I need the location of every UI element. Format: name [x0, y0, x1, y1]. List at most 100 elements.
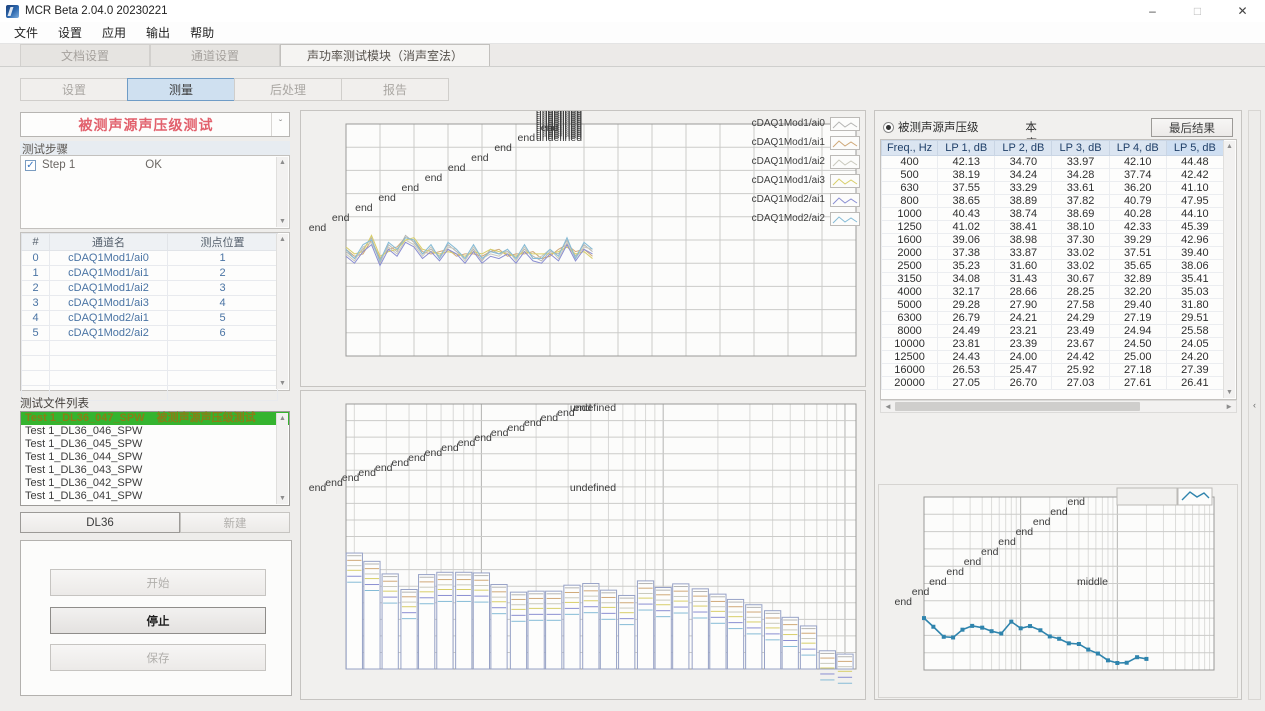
- device-button[interactable]: DL36: [20, 512, 180, 533]
- freq-col-header[interactable]: LP 4, dB: [1108, 140, 1167, 156]
- freq-row[interactable]: 1000 40.43 38.74 38.69 40.28 44.10: [880, 207, 1225, 221]
- menu-item-文件[interactable]: 文件: [14, 26, 39, 40]
- channel-col-header[interactable]: #: [21, 233, 50, 251]
- svg-text:end: end: [325, 477, 343, 489]
- freq-col-header[interactable]: LP 1, dB: [937, 140, 996, 156]
- menu-item-设置[interactable]: 设置: [58, 26, 83, 40]
- scroll-down-icon[interactable]: ▼: [279, 380, 286, 387]
- freq-row[interactable]: 1600 39.06 38.98 37.30 39.29 42.96: [880, 233, 1225, 247]
- main-tab-2[interactable]: 声功率测试模块（消声室法）: [280, 44, 491, 66]
- svg-text:end: end: [342, 472, 360, 484]
- channel-col-header[interactable]: 通道名: [49, 233, 168, 251]
- channel-table-scrollbar[interactable]: ▲ ▼: [276, 234, 288, 389]
- svg-text:end: end: [557, 407, 575, 419]
- freq-row[interactable]: 10000 23.81 23.39 23.67 24.50 24.05: [880, 337, 1225, 351]
- freq-row[interactable]: 500 38.19 34.24 34.28 37.74 42.42: [880, 168, 1225, 182]
- test-file-list[interactable]: Test 1_DL36_047_SPW 被测声源声压级测试 Test 1_DL36_…: [20, 411, 290, 506]
- freq-row[interactable]: 800 38.65 38.89 37.82 40.79 47.95: [880, 194, 1225, 208]
- freq-row[interactable]: 5000 29.28 27.90 27.58 29.40 31.80: [880, 298, 1225, 312]
- close-icon[interactable]: ✕: [1237, 4, 1248, 18]
- panel-collapse-handle[interactable]: ‹: [1248, 110, 1261, 700]
- collapse-left-icon: ‹: [1253, 400, 1256, 410]
- chevron-down-icon[interactable]: ˇ: [271, 113, 289, 136]
- scroll-up-icon[interactable]: ▲: [279, 159, 286, 166]
- freq-col-header[interactable]: LP 3, dB: [1051, 140, 1110, 156]
- scroll-down-icon[interactable]: ▼: [1226, 389, 1233, 396]
- final-result-button[interactable]: 最后结果: [1151, 118, 1233, 137]
- scroll-up-icon[interactable]: ▲: [279, 236, 286, 243]
- frequency-table-scrollbar[interactable]: ▲ ▼: [1223, 141, 1235, 398]
- svg-text:undefined: undefined: [536, 114, 582, 126]
- stop-button[interactable]: 停止: [50, 607, 266, 634]
- channel-table[interactable]: # 通道名 测点位置 0 cDAQ1Mod1/ai0 1 1 cDAQ1Mod1/ai1 2 2 c…: [20, 232, 290, 401]
- freq-row[interactable]: 400 42.13 34.70 33.97 42.10 44.48: [880, 155, 1225, 169]
- file-list-item[interactable]: Test 1_DL36_044_SPW: [25, 451, 143, 463]
- channel-row[interactable]: 2 cDAQ1Mod1/ai2 3: [21, 280, 278, 296]
- new-file-button[interactable]: 新建: [180, 512, 290, 533]
- sub-tab-1[interactable]: 测量: [127, 78, 235, 101]
- freq-row[interactable]: 8000 24.49 23.21 23.49 24.94 25.58: [880, 324, 1225, 338]
- freq-row[interactable]: 3150 34.08 31.43 30.67 32.89 35.41: [880, 272, 1225, 286]
- main-tab-0[interactable]: 文档设置: [20, 44, 150, 66]
- file-list-item[interactable]: Test 1_DL36_047_SPW 被测声源声压级测试: [21, 412, 289, 425]
- freq-col-header[interactable]: Freq., Hz: [880, 140, 939, 156]
- svg-text:end: end: [912, 586, 930, 598]
- test-type-dropdown[interactable]: 被测声源声压级测试 ˇ: [20, 112, 290, 137]
- frequency-table[interactable]: Freq., Hz LP 1, dB LP 2, dB LP 3, dB LP 4, d…: [880, 139, 1237, 400]
- freq-row[interactable]: 2500 35.23 31.60 33.02 35.65 38.06: [880, 259, 1225, 273]
- freq-col-header[interactable]: LP 2, dB: [994, 140, 1053, 156]
- freq-row[interactable]: 12500 24.43 24.00 24.42 25.00 24.20: [880, 350, 1225, 364]
- channel-row[interactable]: 4 cDAQ1Mod2/ai1 5: [21, 310, 278, 326]
- freq-row[interactable]: 20000 27.05 26.70 27.03 27.61 26.41: [880, 376, 1225, 390]
- freq-row[interactable]: 1250 41.02 38.41 38.10 42.33 45.39: [880, 220, 1225, 234]
- scroll-down-icon[interactable]: ▼: [279, 495, 286, 502]
- file-list-item[interactable]: Test 1_DL36_042_SPW: [25, 477, 143, 489]
- channel-row[interactable]: 5 cDAQ1Mod2/ai2 6: [21, 325, 278, 341]
- frequency-table-hscrollbar[interactable]: ◄ ►: [880, 400, 1237, 413]
- file-list-item[interactable]: Test 1_DL36_045_SPW: [25, 438, 143, 450]
- channel-row[interactable]: 1 cDAQ1Mod1/ai1 2: [21, 265, 278, 281]
- channel-col-header[interactable]: 测点位置: [167, 233, 278, 251]
- sub-tab-2[interactable]: 后处理: [234, 78, 342, 101]
- file-list-item[interactable]: Test 1_DL36_043_SPW: [25, 464, 143, 476]
- sub-tab-0[interactable]: 设置: [20, 78, 128, 101]
- menu-item-输出[interactable]: 输出: [146, 26, 171, 40]
- menu-item-应用[interactable]: 应用: [102, 26, 127, 40]
- channel-row[interactable]: 0 cDAQ1Mod1/ai0 1: [21, 250, 278, 266]
- sub-tab-3[interactable]: 报告: [341, 78, 449, 101]
- source-level-radio[interactable]: [883, 121, 894, 133]
- main-tab-1[interactable]: 通道设置: [150, 44, 280, 66]
- freq-row[interactable]: 6300 26.79 24.21 24.29 27.19 29.51: [880, 311, 1225, 325]
- step-checkbox[interactable]: ✓: [25, 159, 36, 171]
- freq-row[interactable]: 2000 37.38 33.87 33.02 37.51 39.40: [880, 246, 1225, 260]
- freq-row[interactable]: 16000 26.53 25.47 25.92 27.18 27.39: [880, 363, 1225, 377]
- maximize-icon[interactable]: □: [1193, 4, 1202, 18]
- minimize-icon[interactable]: –: [1149, 4, 1156, 18]
- svg-text:undefined: undefined: [536, 132, 582, 144]
- menu-item-帮助[interactable]: 帮助: [190, 26, 215, 40]
- scroll-left-icon[interactable]: ◄: [884, 402, 892, 411]
- file-list-scrollbar[interactable]: ▲ ▼: [276, 413, 288, 504]
- scroll-up-icon[interactable]: ▲: [279, 415, 286, 422]
- file-list-label: 测试文件列表: [20, 398, 89, 410]
- step-row[interactable]: ✓ Step 1 OK: [21, 156, 289, 174]
- scroll-right-icon[interactable]: ►: [1225, 402, 1233, 411]
- freq-row[interactable]: 630 37.55 33.29 33.61 36.20 41.10: [880, 181, 1225, 195]
- save-button[interactable]: 保存: [50, 644, 266, 671]
- legend-label: cDAQ1Mod2/ai1: [751, 194, 825, 205]
- scroll-up-icon[interactable]: ▲: [1226, 143, 1233, 150]
- svg-text:end: end: [408, 452, 426, 464]
- file-list-item[interactable]: Test 1_DL36_046_SPW: [25, 425, 143, 437]
- steps-section-label: 测试步骤: [20, 141, 290, 156]
- file-list-item[interactable]: Test 1_DL36_041_SPW: [25, 490, 143, 502]
- channel-row[interactable]: 3 cDAQ1Mod1/ai3 4: [21, 295, 278, 311]
- freq-col-header[interactable]: LP 5, dB: [1165, 140, 1225, 156]
- test-step-list[interactable]: ✓ Step 1 OK ▲ ▼: [20, 155, 290, 229]
- hscroll-thumb[interactable]: [894, 402, 1140, 411]
- start-button[interactable]: 开始: [50, 569, 266, 596]
- step-list-scrollbar[interactable]: ▲ ▼: [276, 157, 288, 227]
- svg-text:end: end: [929, 576, 947, 588]
- freq-row[interactable]: 4000 32.17 28.66 28.25 32.20 35.03: [880, 285, 1225, 299]
- scroll-down-icon[interactable]: ▼: [279, 218, 286, 225]
